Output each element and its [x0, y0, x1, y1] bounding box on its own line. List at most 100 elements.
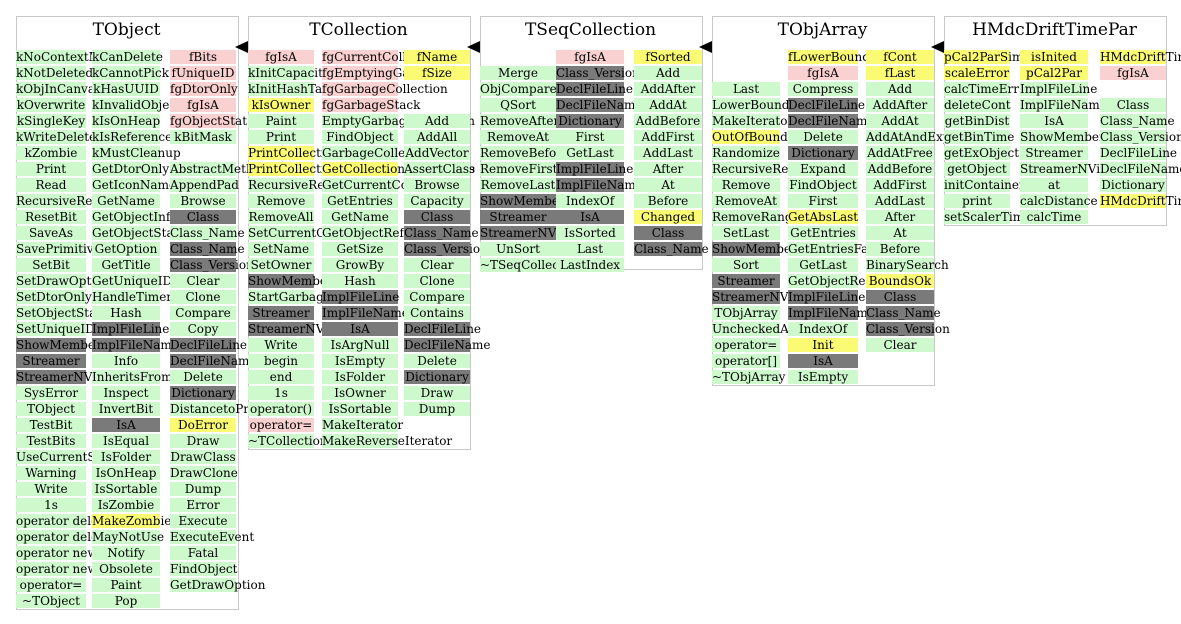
member-cell: RemoveLast — [480, 178, 556, 192]
member-cell: GetName — [92, 194, 160, 208]
member-cell: Class_Name — [170, 226, 245, 240]
member-cell: InheritsFrom — [92, 370, 173, 384]
member-cell: DeclFileLine — [788, 98, 866, 112]
member-cell: IsA — [1020, 114, 1088, 128]
member-cell: Class_Name — [404, 226, 479, 240]
member-cell: Class_Version — [866, 322, 950, 336]
member-cell: AddAt — [634, 98, 702, 112]
member-cell: DeclFileLine — [170, 338, 248, 352]
member-cell: Paint — [248, 114, 314, 128]
member-cell: HMdcDriftTimePar — [1100, 50, 1181, 64]
member-cell: IsArgNull — [322, 338, 398, 352]
member-cell: AddBefore — [634, 114, 702, 128]
member-cell: kMustCleanup — [92, 146, 181, 160]
member-cell: SaveAs — [16, 226, 86, 240]
member-cell: At — [866, 226, 934, 240]
member-cell: PrintCollectionEntry — [248, 146, 374, 160]
member-cell: GetName — [322, 210, 398, 224]
member-cell: After — [866, 210, 934, 224]
member-cell: Browse — [170, 194, 236, 208]
member-cell: kInitHashTableCapacity — [248, 82, 394, 96]
member-cell: ImplFileLine — [556, 162, 634, 176]
member-cell: Obsolete — [92, 562, 160, 576]
member-cell: DrawClone — [170, 466, 238, 480]
member-cell: Class_Version — [170, 258, 254, 272]
member-cell: RemoveAll — [248, 210, 314, 224]
member-cell: Dump — [404, 402, 470, 416]
member-cell: SetOwner — [248, 258, 314, 272]
member-cell: AddBefore — [866, 162, 934, 176]
member-cell: LowerBound — [712, 98, 790, 112]
member-cell: ImplFileLine — [322, 290, 400, 304]
member-cell: AddAll — [404, 130, 470, 144]
member-cell: Remove — [248, 194, 314, 208]
member-cell: MakeReverseIterator — [322, 434, 453, 448]
member-cell: TObjArray — [712, 306, 780, 320]
class-title: TObject — [92, 20, 161, 40]
member-cell: Browse — [404, 178, 470, 192]
member-cell: kIsReferenced — [92, 130, 180, 144]
member-cell: Streamer — [1020, 146, 1088, 160]
member-cell: HandleTimer — [92, 290, 173, 304]
member-cell: Clone — [170, 290, 236, 304]
member-cell: Pop — [92, 594, 160, 608]
member-cell: kHasUUID — [92, 82, 160, 96]
member-cell: Delete — [170, 370, 236, 384]
member-cell: GetUniqueID — [92, 274, 173, 288]
member-cell: fSize — [404, 66, 470, 80]
member-cell: StreamerNVirtual — [712, 290, 822, 304]
member-cell: AppendPad — [170, 178, 239, 192]
member-cell: Dictionary — [788, 146, 858, 160]
member-cell: RecursiveRemove — [248, 178, 357, 192]
member-cell: Notify — [92, 546, 160, 560]
member-cell: IsZombie — [92, 498, 160, 512]
member-cell: Contains — [404, 306, 470, 320]
member-cell: SetUniqueID — [16, 322, 95, 336]
member-cell: SetObjectStat — [16, 306, 102, 320]
member-cell: operator= — [712, 338, 780, 352]
member-cell: isInited — [1020, 50, 1088, 64]
member-cell: fgGarbageCollection — [322, 82, 448, 96]
member-cell: StreamerNVirtual — [16, 370, 126, 384]
member-cell: ShowMembers — [16, 338, 107, 352]
inheritance-arrow-icon — [699, 41, 712, 53]
class-title: HMdcDriftTimePar — [972, 20, 1137, 40]
member-cell: MakeZombie — [92, 514, 172, 528]
member-cell: AddFirst — [634, 130, 702, 144]
member-cell: Remove — [712, 178, 780, 192]
member-cell: StreamerNVirtual — [1020, 162, 1130, 176]
member-cell: GetDtorOnly — [92, 162, 170, 176]
member-cell: Dictionary — [404, 370, 470, 384]
member-cell: IndexOf — [556, 194, 624, 208]
member-cell: fLowerBound — [788, 50, 870, 64]
member-cell: ~TObject — [16, 594, 86, 608]
member-cell: calcDistance — [1020, 194, 1098, 208]
member-cell: GetAbsLast — [788, 210, 859, 224]
member-cell: RemoveBefore — [480, 146, 570, 160]
member-cell: ImplFileLine — [92, 322, 170, 336]
member-cell: operator= — [16, 578, 86, 592]
member-cell: Warning — [16, 466, 86, 480]
member-cell: IsEqual — [92, 434, 160, 448]
member-cell: ShowMembers — [480, 194, 571, 208]
member-cell: TestBit — [16, 418, 86, 432]
member-cell: DeclFileName — [1100, 162, 1181, 176]
member-cell: operator delete[] — [16, 530, 120, 544]
member-cell: getExObject — [944, 146, 1020, 160]
member-cell: fgGarbageStack — [322, 98, 421, 112]
member-cell: AddAtAndExpand — [866, 130, 974, 144]
member-cell: Error — [170, 498, 236, 512]
class-title: TSeqCollection — [524, 20, 657, 40]
member-cell: calcTime — [1020, 210, 1088, 224]
member-cell: Dictionary — [1100, 178, 1166, 192]
member-cell: kBitMask — [170, 130, 236, 144]
member-cell: Sort — [712, 258, 780, 272]
member-cell: RecursiveRemove — [16, 194, 125, 208]
class-title: TCollection — [309, 20, 408, 40]
member-cell: FindObject — [788, 178, 858, 192]
member-cell: kInvalidObject — [92, 98, 181, 112]
member-cell: pCal2Par — [1020, 66, 1088, 80]
member-cell: begin — [248, 354, 314, 368]
member-cell: AddAtFree — [866, 146, 934, 160]
member-cell: fgIsA — [170, 98, 236, 112]
